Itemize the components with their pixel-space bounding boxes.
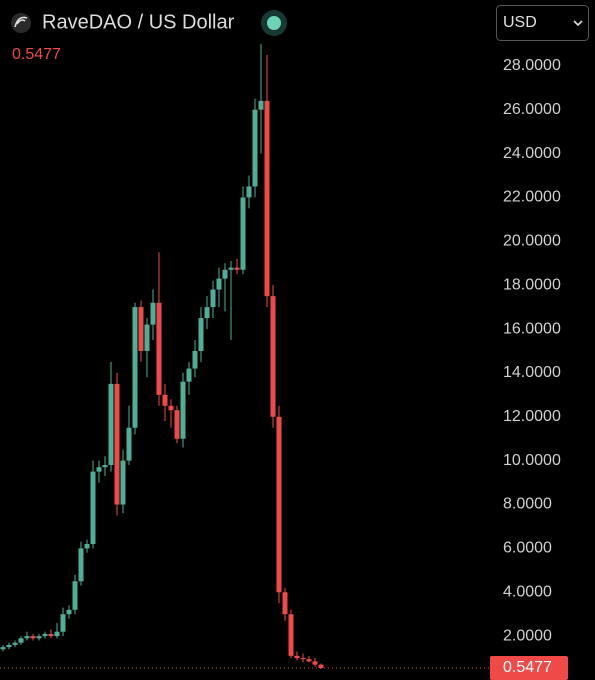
y-tick-label: 28.0000 <box>503 57 561 74</box>
last-price-tag-label: 0.5477 <box>503 659 552 676</box>
logo-mark <box>14 16 28 28</box>
candle-body <box>282 592 288 615</box>
candle-body <box>228 267 234 270</box>
candle-body <box>294 655 300 659</box>
y-tick-label: 18.0000 <box>503 276 561 293</box>
candle-body <box>138 307 144 351</box>
candle-body <box>156 302 162 395</box>
candle-body <box>204 307 210 319</box>
status-dot <box>267 16 281 30</box>
y-tick-label: 8.0000 <box>503 496 552 513</box>
dropdown-arrow <box>573 20 583 27</box>
candle-body <box>18 638 24 643</box>
y-tick-label: 24.0000 <box>503 145 561 162</box>
y-tick-label: 16.0000 <box>503 320 561 337</box>
candle-body <box>168 405 174 411</box>
candle-body <box>246 186 252 198</box>
candle-body <box>186 368 192 382</box>
candle-body <box>144 324 150 351</box>
candle-body <box>108 383 114 466</box>
y-tick-label: 26.0000 <box>503 101 561 118</box>
y-tick-label: 14.0000 <box>503 364 561 381</box>
y-tick-label: 2.0000 <box>503 627 552 644</box>
candle-body <box>132 307 138 428</box>
candle-body <box>42 633 48 637</box>
candle-body <box>66 609 72 615</box>
candle-body <box>48 633 54 637</box>
candle-body <box>264 100 270 297</box>
candle-body <box>120 460 126 505</box>
candle-body <box>96 467 102 472</box>
candle-body <box>234 267 240 270</box>
y-tick-label: 20.0000 <box>503 233 561 250</box>
candle-body <box>0 647 6 650</box>
candle-body <box>78 548 84 582</box>
currency-label: USD <box>503 14 537 31</box>
last-price-text: 0.5477 <box>12 46 61 63</box>
y-tick-label: 10.0000 <box>503 452 561 469</box>
candle-body <box>180 381 186 439</box>
candle-body <box>222 269 228 279</box>
candle-body <box>126 427 132 461</box>
candle-body <box>198 318 204 351</box>
candle-body <box>90 471 96 544</box>
candle-body <box>150 302 156 325</box>
candle-body <box>162 394 168 406</box>
candle-body <box>30 636 36 639</box>
candle-body <box>210 289 216 308</box>
candle-body <box>12 642 18 645</box>
candle-body <box>306 659 312 662</box>
y-tick-label: 22.0000 <box>503 189 561 206</box>
candle-body <box>54 631 60 637</box>
candle-body <box>192 350 198 369</box>
candle-body <box>6 644 12 648</box>
candle-body <box>270 296 276 417</box>
candle-body <box>240 197 246 270</box>
candle-body <box>300 658 306 660</box>
logo <box>11 13 31 33</box>
candle-body <box>36 636 42 639</box>
candle-body <box>60 614 66 632</box>
y-tick-label: 6.0000 <box>503 540 552 557</box>
candle-body <box>312 661 318 665</box>
candle-body <box>252 109 258 187</box>
last-price-tag <box>490 655 568 680</box>
candle-body <box>258 100 264 110</box>
y-tick-label: 4.0000 <box>503 583 552 600</box>
y-tick-label: 12.0000 <box>503 408 561 425</box>
candle-body <box>318 664 324 668</box>
currency-select[interactable] <box>496 5 589 41</box>
candle-body <box>114 383 120 505</box>
candle-body <box>276 416 282 593</box>
candle-body <box>174 410 180 439</box>
candle-body <box>72 581 78 610</box>
candle-body <box>24 636 30 639</box>
candle-body <box>84 544 90 549</box>
candle-body <box>216 278 222 290</box>
candle-body <box>288 614 294 656</box>
chart-title: RaveDAO / US Dollar <box>42 11 235 33</box>
candle-body <box>102 465 108 468</box>
